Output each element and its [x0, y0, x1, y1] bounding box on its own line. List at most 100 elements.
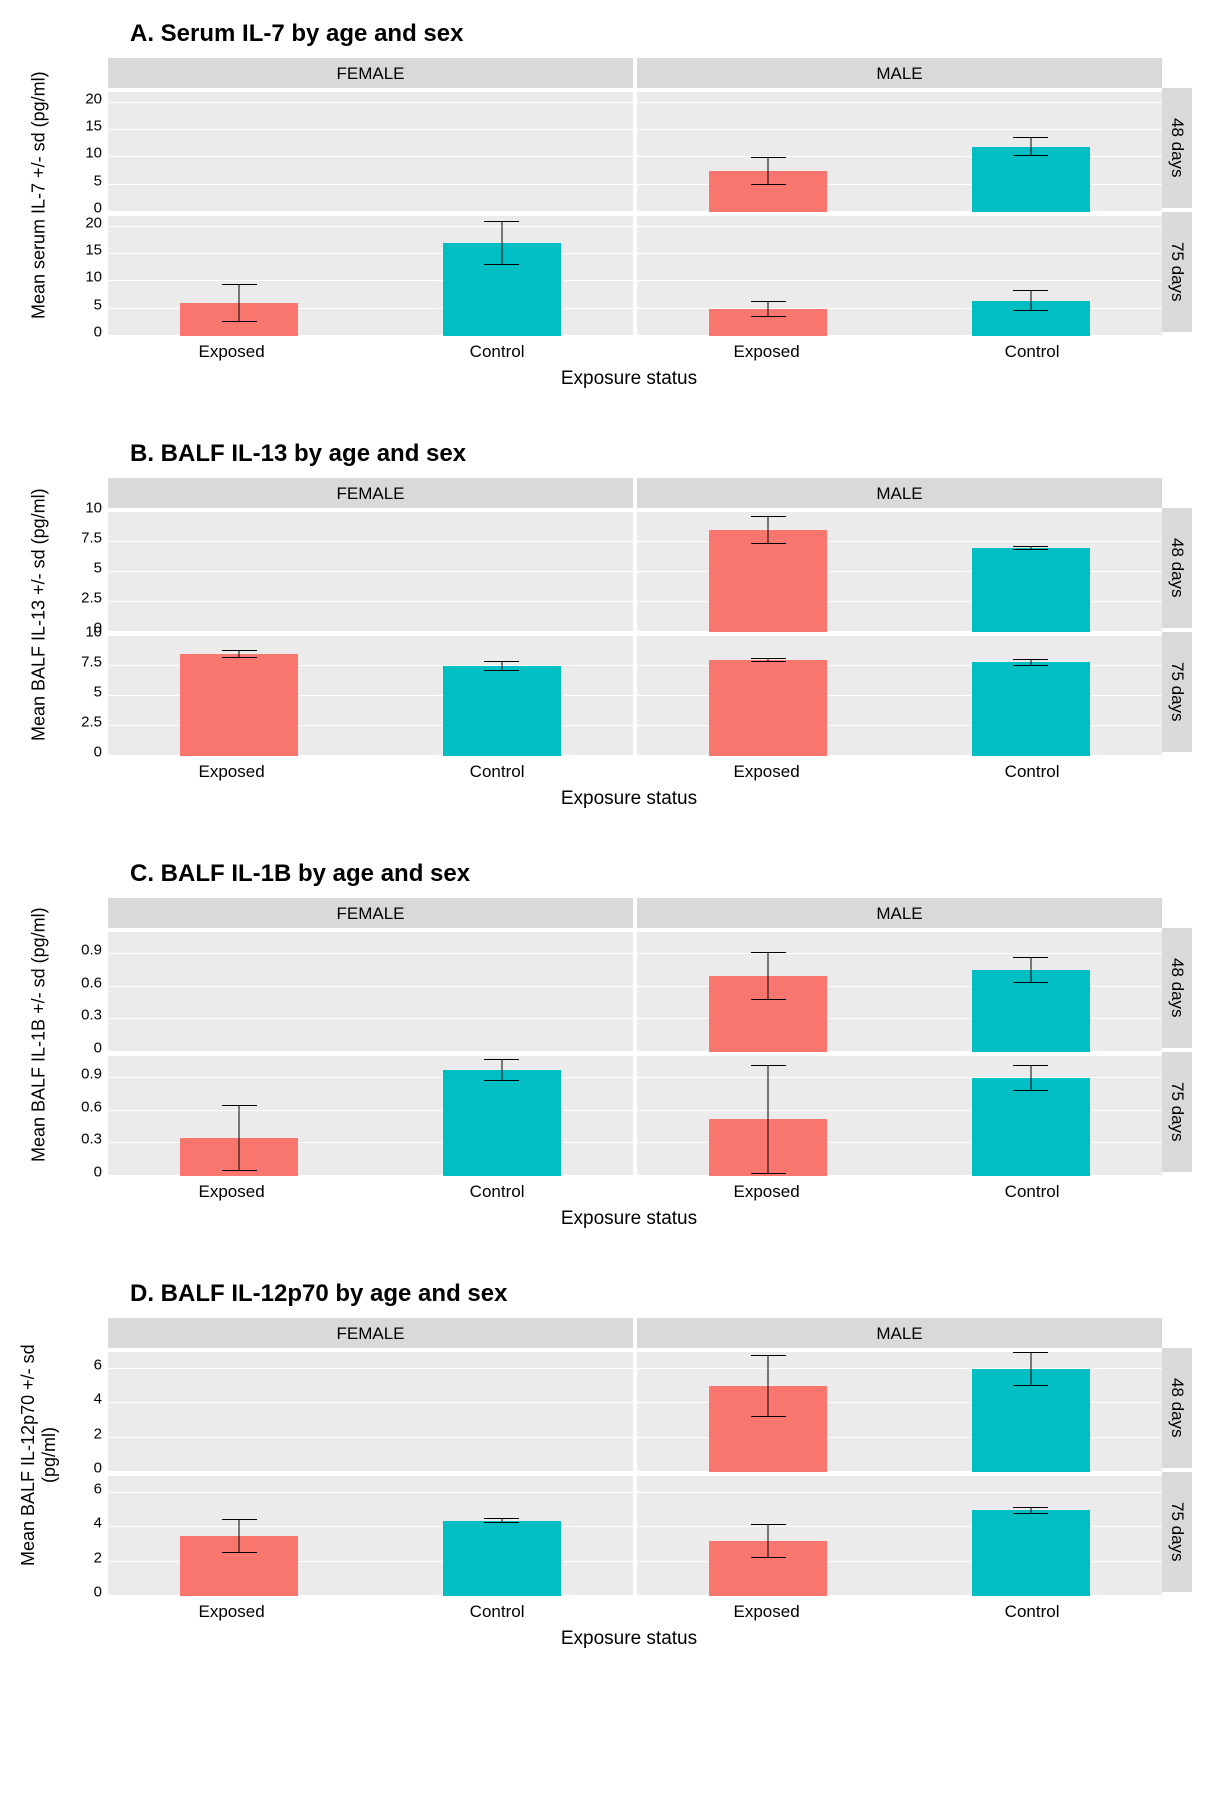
error-bar — [972, 957, 1090, 983]
facet-cell — [108, 1476, 633, 1596]
x-axis-label: Exposure status — [96, 1208, 1162, 1230]
facet-cell — [637, 1056, 1162, 1176]
bar-exposed — [180, 654, 298, 756]
error-bar — [972, 1507, 1090, 1514]
y-tick-label: 6 — [94, 1481, 102, 1498]
facet-cell — [108, 92, 633, 212]
x-tick-label: Control — [470, 342, 525, 362]
y-tick-label: 5 — [94, 172, 102, 189]
x-tick-label: Exposed — [734, 1182, 800, 1202]
x-tick-label: Control — [470, 762, 525, 782]
chart-area: Mean BALF IL-13 +/- sd (pg/ml)02.557.510… — [20, 478, 1192, 756]
facet-cell — [108, 512, 633, 632]
x-ticks-row: ExposedControlExposedControl — [96, 336, 1162, 362]
error-bar — [180, 650, 298, 657]
bar-control — [972, 548, 1090, 632]
col-strip: FEMALE — [108, 478, 633, 508]
error-bar — [709, 1524, 827, 1558]
row-strip: 48 days — [1162, 1348, 1192, 1468]
facet-grid: FEMALEMALE — [108, 478, 1162, 756]
error-bar — [709, 1065, 827, 1174]
y-tick-label: 15 — [85, 242, 102, 259]
error-bar — [972, 1065, 1090, 1091]
error-bar — [180, 284, 298, 322]
bar-control — [443, 1070, 561, 1176]
y-tick-label: 0.3 — [81, 1007, 102, 1024]
y-tick-label: 0 — [94, 1584, 102, 1601]
facet-cell — [637, 92, 1162, 212]
col-strip: FEMALE — [108, 898, 633, 928]
y-tick-label: 7.5 — [81, 530, 102, 547]
bar-control — [443, 1521, 561, 1596]
panel-title: C. BALF IL-1B by age and sex — [130, 860, 1192, 888]
y-axis-label: Mean BALF IL-12p70 +/- sd (pg/ml) — [20, 1318, 58, 1592]
panel-C: C. BALF IL-1B by age and sexMean BALF IL… — [20, 860, 1192, 1230]
chart-area: Mean BALF IL-1B +/- sd (pg/ml)00.30.60.9… — [20, 898, 1192, 1176]
error-bar — [709, 658, 827, 663]
x-tick-label: Control — [1005, 1602, 1060, 1622]
bar-exposed — [709, 660, 827, 756]
col-strip: FEMALE — [108, 58, 633, 88]
error-bar — [709, 1355, 827, 1417]
panel-title: B. BALF IL-13 by age and sex — [130, 440, 1192, 468]
error-bar — [972, 290, 1090, 312]
facet-cell — [637, 932, 1162, 1052]
x-tick-label: Exposed — [734, 342, 800, 362]
y-tick-label: 0 — [94, 744, 102, 761]
panel-D: D. BALF IL-12p70 by age and sex Mean BALF… — [20, 1280, 1192, 1650]
chart-area: Mean serum IL-7 +/- sd (pg/ml)0510152005… — [20, 58, 1192, 336]
facet-cell — [108, 1352, 633, 1472]
row-strip: 48 days — [1162, 88, 1192, 208]
x-tick-label: Control — [1005, 1182, 1060, 1202]
error-bar — [972, 1352, 1090, 1386]
y-tick-label: 2.5 — [81, 714, 102, 731]
x-axis-label: Exposure status — [96, 368, 1162, 390]
y-tick-label: 0.6 — [81, 1098, 102, 1115]
error-bar — [180, 1519, 298, 1553]
x-tick-label: Exposed — [199, 1602, 265, 1622]
facet-grid: FEMALEMALE — [108, 1318, 1162, 1596]
facet-cell — [108, 636, 633, 756]
panel-A: A. Serum IL-7 by age and sexMean serum I… — [20, 20, 1192, 390]
row-strip: 75 days — [1162, 1472, 1192, 1592]
y-tick-label: 7.5 — [81, 654, 102, 671]
bar-control — [972, 662, 1090, 756]
y-tick-label: 10 — [85, 145, 102, 162]
bar-control — [972, 1510, 1090, 1596]
col-strip: MALE — [637, 1318, 1162, 1348]
y-tick-label: 10 — [85, 269, 102, 286]
y-tick-label: 0.6 — [81, 974, 102, 991]
x-tick-label: Exposed — [734, 762, 800, 782]
y-tick-label: 5 — [94, 296, 102, 313]
y-tick-label: 15 — [85, 118, 102, 135]
x-ticks-row: Exposed Control Exposed Control — [96, 1596, 1162, 1622]
y-tick-label: 4 — [94, 1391, 102, 1408]
facet-cell — [108, 932, 633, 1052]
x-tick-label: Exposed — [734, 1602, 800, 1622]
x-axis-label: Exposure status — [96, 1628, 1162, 1650]
y-tick-label: 0 — [94, 324, 102, 341]
x-tick-label: Exposed — [199, 762, 265, 782]
y-tick-label: 0 — [94, 1164, 102, 1181]
y-tick-label: 20 — [85, 214, 102, 231]
y-axis-label: Mean serum IL-7 +/- sd (pg/ml) — [20, 58, 58, 332]
x-ticks-row: ExposedControlExposedControl — [96, 1176, 1162, 1202]
error-bar — [709, 516, 827, 545]
y-tick-label: 2.5 — [81, 590, 102, 607]
facet-cell — [637, 1352, 1162, 1472]
x-tick-label: Control — [470, 1602, 525, 1622]
y-tick-label: 10 — [85, 500, 102, 517]
error-bar — [709, 301, 827, 317]
col-strip: FEMALE — [108, 1318, 633, 1348]
bar-control — [443, 666, 561, 756]
error-bar — [972, 659, 1090, 666]
y-tick-label: 0.9 — [81, 941, 102, 958]
x-tick-label: Control — [1005, 762, 1060, 782]
facet-cell — [108, 216, 633, 336]
panel-title: D. BALF IL-12p70 by age and sex — [130, 1280, 1192, 1308]
x-tick-label: Control — [470, 1182, 525, 1202]
error-bar — [443, 1518, 561, 1523]
row-strip: 75 days — [1162, 1052, 1192, 1172]
x-tick-label: Exposed — [199, 342, 265, 362]
facet-cell — [108, 1056, 633, 1176]
